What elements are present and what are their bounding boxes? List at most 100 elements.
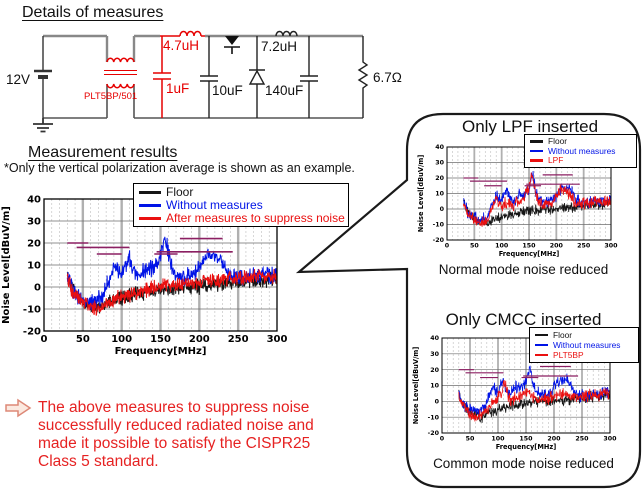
legend-swatch: [530, 140, 543, 143]
svg-text:40: 40: [435, 144, 444, 151]
svg-text:-10: -10: [433, 222, 445, 229]
svg-text:-20: -20: [23, 327, 41, 338]
legend-swatch: [535, 353, 548, 357]
svg-text:40: 40: [430, 335, 439, 342]
svg-text:-10: -10: [23, 305, 41, 316]
svg-text:-10: -10: [428, 414, 440, 421]
legend-label: PLT5BP: [553, 349, 584, 360]
legend-label: LPF: [548, 155, 564, 166]
diode-symbol: [248, 36, 266, 118]
legend-swatch: [535, 343, 548, 347]
output-inductor-symbol: [275, 30, 298, 37]
svg-text:Frequency[MHz]: Frequency[MHz]: [115, 346, 207, 357]
svg-text:100: 100: [495, 243, 509, 250]
svg-text:250: 250: [228, 334, 249, 345]
legend-swatch: [139, 203, 161, 207]
legend-label: Floor: [166, 185, 194, 199]
c3-label: 140uF: [265, 83, 303, 98]
lpf-chart-title: Only LPF inserted: [461, 117, 599, 136]
svg-text:0: 0: [445, 243, 450, 250]
legend-item: Without measures: [535, 339, 638, 350]
svg-text:Frequency[MHz]: Frequency[MHz]: [499, 250, 560, 258]
svg-text:10: 10: [435, 191, 444, 198]
svg-text:Noise Level[dBuV/m]: Noise Level[dBuV/m]: [412, 347, 420, 425]
svg-text:0: 0: [34, 283, 41, 294]
series-plt5bp: [458, 380, 610, 422]
switch-symbol: [224, 36, 240, 54]
conclusion-line: Class 5 standard.: [38, 453, 159, 470]
c2-label: 10uF: [212, 83, 243, 98]
legend-label: Without measures: [548, 145, 616, 156]
legend-swatch: [530, 149, 543, 153]
cmcc-chart-caption: Common mode noise reduced: [433, 456, 614, 471]
cmcc-chart-legend: Floor Without measures PLT5BP: [529, 327, 639, 363]
legend-item: Floor: [139, 186, 348, 198]
svg-text:150: 150: [522, 243, 536, 250]
legend-label: Floor: [548, 136, 568, 147]
c1-label: 1uF: [166, 81, 189, 96]
svg-text:200: 200: [189, 334, 210, 345]
svg-text:300: 300: [603, 436, 617, 443]
svg-text:250: 250: [575, 436, 589, 443]
svg-text:20: 20: [435, 175, 444, 182]
svg-text:100: 100: [491, 436, 505, 443]
cmcc-noise-chart: 0 50 100 150 200 250 300 40 30 20 10 0 -10 -20 Frequen…: [410, 318, 644, 454]
chart-canvas: 0 50 100 150 200 250 300403020100-10-20Frequen…: [412, 335, 617, 451]
svg-text:10: 10: [27, 261, 41, 272]
legend-swatch: [139, 190, 161, 194]
circuit-diagram: 12V PLT5BP/501 4.7uH 1uF 10uF 140uF 7.2u…: [6, 30, 402, 133]
legend-item: After measures to suppress noise: [139, 212, 348, 224]
series-lpf: [463, 172, 611, 227]
svg-text:Frequency[MHz]: Frequency[MHz]: [496, 443, 557, 451]
l1-label: 4.7uH: [163, 38, 199, 53]
lpf-chart-caption: Normal mode noise reduced: [438, 262, 609, 277]
polarization-note: *Only the vertical polarization average …: [4, 161, 355, 175]
svg-text:-20: -20: [433, 237, 445, 244]
conclusion-line: successfully reduced radiated noise and: [38, 417, 314, 434]
cmcc-choke-symbol: [104, 57, 137, 89]
svg-text:100: 100: [111, 334, 132, 345]
conclusion-line: made it possible to satisfy the CISPR25: [38, 435, 311, 452]
legend-swatch: [530, 159, 543, 162]
series-without-measures: [66, 236, 277, 310]
input-cap-symbol: [200, 36, 218, 118]
svg-text:50: 50: [76, 334, 90, 345]
svg-text:50: 50: [466, 436, 475, 443]
ground-symbol: [33, 118, 53, 133]
lpf-chart-legend: Floor Without measures LPF: [524, 134, 637, 168]
legend-label: After measures to suppress noise: [166, 211, 345, 225]
conclusion-text: The above measures to suppress noise suc…: [38, 399, 358, 471]
svg-text:10: 10: [430, 383, 439, 390]
output-cap-symbol: [300, 36, 318, 118]
legend-item: PLT5BP: [535, 349, 638, 360]
svg-text:0: 0: [440, 206, 445, 213]
source-label: 12V: [6, 72, 30, 87]
l2-label: 7.2uH: [261, 39, 297, 54]
lpf-measure-symbols: [153, 30, 205, 118]
svg-text:30: 30: [430, 351, 439, 358]
svg-text:0: 0: [41, 334, 48, 345]
main-chart-legend: Floor Without measures After measures to s…: [133, 183, 349, 227]
block-arrow-icon: [5, 398, 32, 418]
legend-item: Without measures: [530, 145, 636, 156]
legend-item: Floor: [535, 329, 638, 340]
legend-item: Floor: [530, 136, 636, 147]
conclusion-line: The above measures to suppress noise: [38, 399, 310, 416]
cmcc-chart-title: Only CMCC inserted: [445, 310, 602, 329]
svg-text:Noise Level[dBuV/m]: Noise Level[dBuV/m]: [417, 155, 425, 233]
load-resistor-symbol: [357, 36, 369, 118]
svg-text:30: 30: [27, 217, 41, 228]
legend-label: Without measures: [166, 198, 263, 212]
svg-text:30: 30: [435, 160, 444, 167]
svg-text:200: 200: [547, 436, 561, 443]
legend-label: Without measures: [553, 339, 621, 350]
svg-text:20: 20: [27, 239, 41, 250]
svg-text:Noise Level[dBuV/m]: Noise Level[dBuV/m]: [1, 206, 12, 324]
svg-text:300: 300: [267, 334, 288, 345]
legend-label: Floor: [553, 329, 573, 340]
svg-text:-20: -20: [428, 430, 440, 437]
legend-item: LPF: [530, 155, 636, 166]
svg-text:0: 0: [440, 436, 445, 443]
cmcc-label: PLT5BP/501: [84, 91, 137, 102]
measurement-results-title: Measurement results: [28, 144, 178, 161]
